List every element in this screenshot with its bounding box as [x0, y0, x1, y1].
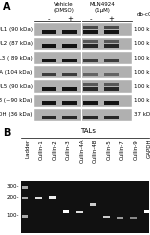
Text: Cullin-4A: Cullin-4A: [79, 139, 84, 163]
Bar: [104, 116, 119, 119]
Text: CUL3 ( 89 kDa): CUL3 ( 89 kDa): [0, 55, 33, 60]
Text: Cullin-7: Cullin-7: [120, 139, 125, 160]
Bar: [104, 87, 119, 91]
Text: 200-: 200-: [7, 195, 19, 200]
Text: B: B: [3, 128, 10, 138]
Bar: [49, 196, 56, 199]
Bar: [21, 181, 148, 233]
Bar: [83, 59, 98, 62]
Bar: [42, 87, 56, 91]
Text: TALs: TALs: [80, 128, 96, 134]
Bar: [34, 24, 132, 35]
Text: Cullin-9: Cullin-9: [134, 139, 138, 160]
Bar: [104, 73, 119, 76]
Bar: [83, 26, 98, 29]
Text: CUL2 (87 kDa): CUL2 (87 kDa): [0, 41, 33, 46]
Bar: [34, 52, 132, 64]
Text: 100 kDa: 100 kDa: [134, 55, 150, 60]
Bar: [83, 87, 98, 91]
Text: -: -: [89, 16, 92, 22]
Bar: [62, 44, 77, 48]
Bar: [22, 197, 28, 199]
Bar: [22, 215, 28, 218]
Text: 100-: 100-: [7, 213, 19, 218]
Bar: [62, 30, 77, 34]
Bar: [22, 186, 28, 188]
Bar: [62, 101, 77, 105]
Bar: [130, 217, 137, 219]
Text: Cullin-2: Cullin-2: [52, 139, 57, 160]
Bar: [42, 44, 56, 48]
Bar: [104, 30, 119, 34]
Bar: [42, 59, 56, 62]
Text: 100 kDa: 100 kDa: [134, 70, 150, 75]
Text: Cullin-3: Cullin-3: [66, 139, 71, 160]
Text: +: +: [108, 16, 114, 22]
Bar: [62, 116, 77, 119]
Bar: [103, 215, 110, 218]
Text: +: +: [67, 16, 73, 22]
Bar: [62, 87, 77, 91]
Text: -: -: [48, 16, 50, 22]
Bar: [34, 95, 132, 107]
Text: db-cGMP: db-cGMP: [137, 12, 150, 17]
Text: CUL5 (90 kDa): CUL5 (90 kDa): [0, 84, 33, 89]
Text: 37 kDa: 37 kDa: [134, 112, 150, 118]
Text: Ladder: Ladder: [25, 139, 30, 158]
Text: CUL4A (104 kDa): CUL4A (104 kDa): [0, 70, 33, 75]
Bar: [144, 210, 150, 213]
Bar: [35, 197, 42, 199]
Bar: [83, 40, 98, 43]
Bar: [104, 59, 119, 62]
Text: 100 kDa: 100 kDa: [134, 84, 150, 89]
Bar: [63, 210, 69, 213]
Bar: [62, 73, 77, 76]
Bar: [104, 26, 119, 29]
Bar: [83, 44, 98, 48]
Text: Vehicle
(DMSO): Vehicle (DMSO): [53, 3, 74, 13]
Text: MLN4924
(1μM): MLN4924 (1μM): [90, 3, 115, 13]
Text: Cullin-1: Cullin-1: [39, 139, 44, 160]
Bar: [104, 83, 119, 86]
Bar: [83, 73, 98, 76]
Text: CUL1 (90 kDa): CUL1 (90 kDa): [0, 27, 33, 32]
Bar: [83, 83, 98, 86]
Bar: [34, 80, 132, 93]
Bar: [83, 101, 98, 105]
Text: A: A: [3, 3, 10, 12]
Bar: [62, 59, 77, 62]
Bar: [117, 217, 123, 219]
Bar: [83, 116, 98, 119]
Bar: [42, 101, 56, 105]
Bar: [83, 30, 98, 34]
Text: Cullin-5: Cullin-5: [106, 139, 111, 160]
Bar: [42, 73, 56, 76]
Bar: [34, 109, 132, 121]
Text: 100 kDa: 100 kDa: [134, 27, 150, 32]
Bar: [42, 30, 56, 34]
Bar: [104, 101, 119, 105]
Bar: [34, 66, 132, 78]
Bar: [90, 203, 96, 206]
Text: Nedd8 (~90 kDa): Nedd8 (~90 kDa): [0, 98, 33, 103]
Text: GAPDH: GAPDH: [147, 139, 150, 158]
Text: 100 kDa: 100 kDa: [134, 98, 150, 103]
Bar: [104, 40, 119, 43]
Bar: [76, 211, 83, 213]
Text: GAPDH (36 kDa): GAPDH (36 kDa): [0, 112, 33, 118]
Bar: [42, 116, 56, 119]
Bar: [104, 44, 119, 48]
Text: 300-: 300-: [7, 184, 19, 189]
Text: 100 kDa: 100 kDa: [134, 41, 150, 46]
Bar: [34, 38, 132, 50]
Text: Cullin-4B: Cullin-4B: [93, 139, 98, 163]
